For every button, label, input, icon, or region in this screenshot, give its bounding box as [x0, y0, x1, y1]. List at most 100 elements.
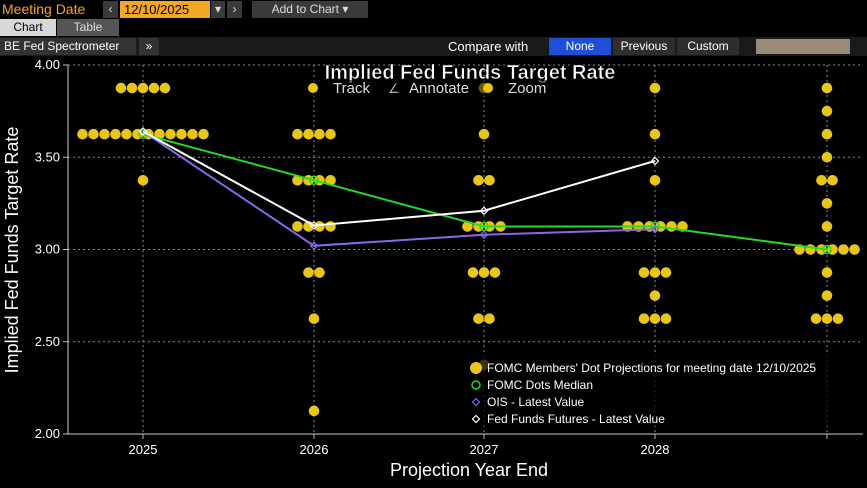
- prev-arrow-icon: ‹: [108, 2, 113, 16]
- dot-projection: [473, 313, 484, 324]
- dot-projection: [649, 175, 661, 186]
- dot-projection: [462, 221, 473, 232]
- dot-projection: [816, 175, 827, 186]
- dot-projection: [159, 82, 171, 94]
- spectrometer-button[interactable]: BE Fed Spectrometer: [0, 38, 136, 55]
- dot-projection: [303, 128, 314, 140]
- track-button[interactable]: Track: [302, 80, 378, 97]
- legend-marker-diamond: [471, 414, 481, 424]
- rate-chart[interactable]: 2.00 2.50 3.00 3.50 4.00 2025 2026 2027 2028 Imp…: [0, 56, 867, 488]
- zoom-button[interactable]: Zoom: [476, 80, 552, 97]
- dot-projection: [660, 267, 672, 278]
- dot-projection: [478, 267, 490, 278]
- tab-table[interactable]: Table: [57, 19, 119, 36]
- double-chevron-icon: »: [145, 39, 153, 53]
- dot-projection: [121, 128, 132, 140]
- dot-projection: [821, 151, 833, 163]
- dot-projection: [308, 405, 320, 417]
- x-tick-label: 2025: [129, 442, 158, 457]
- dot-projection: [314, 267, 325, 278]
- legend-marker-diamond: [471, 397, 481, 407]
- legend-label: FOMC Dots Median: [487, 378, 593, 392]
- legend-marker-dot: [470, 362, 482, 374]
- dot-projection: [198, 128, 209, 140]
- compare-custom-button[interactable]: Custom: [677, 38, 739, 55]
- x-tick-label: 2028: [641, 442, 670, 457]
- dot-projection: [325, 128, 336, 140]
- compare-none-label: None: [565, 39, 595, 53]
- dot-projection: [137, 175, 149, 186]
- y-axis-label: Implied Fed Funds Target Rate: [2, 127, 22, 374]
- fomc-dots-median-marker: [650, 221, 660, 232]
- dot-projection: [303, 267, 314, 278]
- fed-funds-futures-latest-value-line: [142, 130, 656, 227]
- dot-projection: [821, 128, 833, 140]
- dot-projection: [832, 313, 844, 324]
- compare-none-button[interactable]: None: [549, 38, 611, 55]
- y-tick-label: 2.50: [35, 334, 60, 349]
- dot-projection: [165, 128, 176, 140]
- dot-projection: [638, 313, 650, 324]
- dot-projection: [484, 175, 495, 186]
- x-axis-label: Projection Year End: [390, 460, 548, 480]
- dot-projection: [821, 290, 833, 301]
- dot-projection: [821, 82, 833, 94]
- dot-projection: [827, 175, 838, 186]
- dot-projection: [148, 82, 160, 94]
- dot-projection: [478, 128, 490, 140]
- y-tick-label: 4.00: [35, 57, 60, 72]
- expand-button[interactable]: »: [139, 38, 159, 55]
- y-tick-label: 3.50: [35, 149, 60, 164]
- prev-date-button[interactable]: ‹: [103, 1, 118, 18]
- track-label: Track: [333, 80, 370, 97]
- dot-projection: [649, 82, 661, 94]
- compare-with-label: Compare with: [448, 39, 529, 54]
- next-date-button[interactable]: ›: [227, 1, 242, 18]
- dot-projection: [821, 267, 833, 278]
- dot-projection: [660, 313, 672, 324]
- chart-legend: FOMC Members' Dot Projections for meetin…: [458, 354, 862, 426]
- dot-projection: [325, 175, 336, 186]
- dot-projection: [77, 128, 88, 140]
- dot-projection: [308, 313, 320, 324]
- date-dropdown-button[interactable]: ▾: [211, 1, 225, 18]
- fed-funds-futures-latest-value-marker: [479, 206, 489, 216]
- meeting-date-input[interactable]: 12/10/2025: [120, 1, 210, 18]
- y-tick-label: 3.00: [35, 242, 60, 257]
- ois-latest-value-marker: [309, 241, 319, 251]
- dot-projection: [649, 313, 661, 324]
- dot-projection: [314, 128, 325, 140]
- dot-projection: [638, 267, 650, 278]
- spectrometer-label: BE Fed Spectrometer: [4, 39, 120, 53]
- annotate-button[interactable]: ∠ Annotate: [382, 80, 474, 97]
- dot-projection: [176, 128, 187, 140]
- custom-date-field[interactable]: [756, 39, 850, 54]
- dot-projection: [292, 175, 303, 186]
- ois-latest-value-marker: [479, 230, 489, 240]
- dot-projection: [649, 290, 661, 301]
- compare-previous-button[interactable]: Previous: [613, 38, 675, 55]
- dot-projection: [99, 128, 110, 140]
- compare-previous-label: Previous: [620, 39, 668, 53]
- dot-projection: [849, 244, 860, 255]
- dot-projection: [115, 82, 127, 94]
- dot-projection: [467, 267, 479, 278]
- top-toolbar: Meeting Date ‹ 12/10/2025 ▾ › Add to Cha…: [0, 0, 867, 19]
- chart-title: Implied Fed Funds Target Rate: [325, 62, 616, 84]
- dot-projection: [484, 313, 495, 324]
- dot-projection: [649, 128, 661, 140]
- tab-chart-label: Chart: [13, 20, 43, 34]
- annotate-label: Annotate: [409, 80, 469, 97]
- add-to-chart-button[interactable]: Add to Chart ▾: [252, 1, 368, 18]
- ois-latest-value-line: [142, 130, 656, 247]
- chart-subbar: BE Fed Spectrometer » Compare with None …: [0, 37, 867, 56]
- legend-background: [458, 354, 862, 426]
- dot-projection: [187, 128, 198, 140]
- dot-projection: [292, 128, 303, 140]
- dot-projection: [489, 267, 501, 278]
- zoom-label: Zoom: [508, 80, 546, 97]
- tab-chart[interactable]: Chart: [0, 19, 56, 36]
- x-tick-label: 2026: [300, 442, 329, 457]
- dot-projection: [838, 244, 849, 255]
- dot-projection: [649, 267, 661, 278]
